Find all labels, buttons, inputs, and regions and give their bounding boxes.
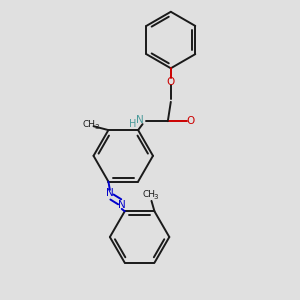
Text: N: N	[118, 200, 126, 210]
Text: N: N	[106, 188, 114, 199]
Text: N: N	[136, 115, 143, 125]
Text: 3: 3	[94, 124, 98, 130]
Text: H: H	[129, 118, 136, 128]
Text: 3: 3	[153, 194, 158, 200]
Text: CH: CH	[142, 190, 155, 200]
Text: O: O	[167, 76, 175, 87]
Text: CH: CH	[82, 120, 96, 129]
Text: O: O	[186, 116, 194, 126]
